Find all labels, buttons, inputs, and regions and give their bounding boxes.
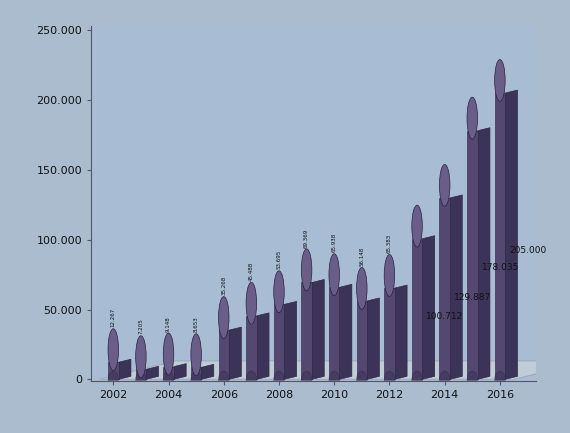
Ellipse shape [357, 268, 367, 309]
Ellipse shape [136, 336, 146, 378]
Polygon shape [174, 364, 186, 379]
Ellipse shape [412, 205, 422, 247]
Ellipse shape [274, 371, 284, 388]
Ellipse shape [439, 371, 450, 388]
Ellipse shape [495, 371, 505, 388]
Polygon shape [119, 359, 131, 379]
Ellipse shape [357, 371, 367, 388]
Text: 8.653: 8.653 [194, 317, 198, 333]
Ellipse shape [495, 59, 505, 101]
Ellipse shape [412, 371, 422, 388]
Text: 12.267: 12.267 [111, 308, 116, 327]
Ellipse shape [246, 371, 256, 388]
Ellipse shape [384, 255, 394, 297]
Polygon shape [412, 239, 422, 379]
Ellipse shape [108, 371, 119, 388]
Text: 56.148: 56.148 [359, 247, 364, 266]
Polygon shape [100, 361, 570, 379]
Ellipse shape [302, 371, 312, 388]
Polygon shape [505, 90, 518, 379]
Polygon shape [229, 327, 242, 379]
Text: 178.035: 178.035 [482, 263, 519, 272]
Polygon shape [256, 313, 269, 379]
Ellipse shape [302, 249, 312, 291]
Ellipse shape [439, 165, 450, 206]
Text: 100.712: 100.712 [426, 312, 463, 320]
Polygon shape [312, 279, 324, 379]
Polygon shape [422, 236, 435, 379]
Polygon shape [163, 367, 174, 379]
Ellipse shape [467, 97, 478, 139]
Polygon shape [218, 330, 229, 379]
Polygon shape [136, 369, 146, 379]
Text: 9.148: 9.148 [166, 316, 171, 332]
Ellipse shape [329, 254, 340, 296]
Polygon shape [384, 288, 394, 379]
Polygon shape [450, 195, 462, 379]
Text: 69.369: 69.369 [304, 228, 309, 248]
Ellipse shape [191, 371, 201, 388]
Polygon shape [246, 316, 256, 379]
Ellipse shape [274, 271, 284, 313]
Polygon shape [284, 301, 296, 379]
Polygon shape [367, 298, 380, 379]
Text: 129.887: 129.887 [454, 293, 491, 302]
Polygon shape [394, 285, 407, 379]
Ellipse shape [163, 333, 174, 375]
Ellipse shape [384, 371, 394, 388]
Polygon shape [340, 284, 352, 379]
Text: 7.205: 7.205 [139, 319, 144, 334]
Text: 53.695: 53.695 [276, 250, 282, 269]
Ellipse shape [467, 371, 478, 388]
Ellipse shape [136, 371, 146, 388]
Polygon shape [146, 366, 158, 379]
Polygon shape [495, 93, 505, 379]
Polygon shape [108, 362, 119, 379]
Polygon shape [439, 198, 450, 379]
Text: 45.488: 45.488 [249, 262, 254, 281]
Ellipse shape [218, 297, 229, 339]
Polygon shape [302, 282, 312, 379]
Polygon shape [357, 301, 367, 379]
Polygon shape [191, 367, 201, 379]
Ellipse shape [108, 329, 119, 371]
Polygon shape [467, 131, 478, 379]
Ellipse shape [329, 371, 340, 388]
Text: 65.938: 65.938 [332, 233, 337, 252]
Polygon shape [478, 128, 490, 379]
Polygon shape [274, 304, 284, 379]
Ellipse shape [246, 282, 256, 324]
Polygon shape [329, 287, 340, 379]
Text: 205.000: 205.000 [509, 246, 547, 255]
Ellipse shape [163, 371, 174, 388]
Text: 35.268: 35.268 [221, 276, 226, 295]
Text: 65.383: 65.383 [387, 234, 392, 253]
Ellipse shape [218, 371, 229, 388]
Ellipse shape [191, 334, 201, 376]
Polygon shape [201, 364, 214, 379]
